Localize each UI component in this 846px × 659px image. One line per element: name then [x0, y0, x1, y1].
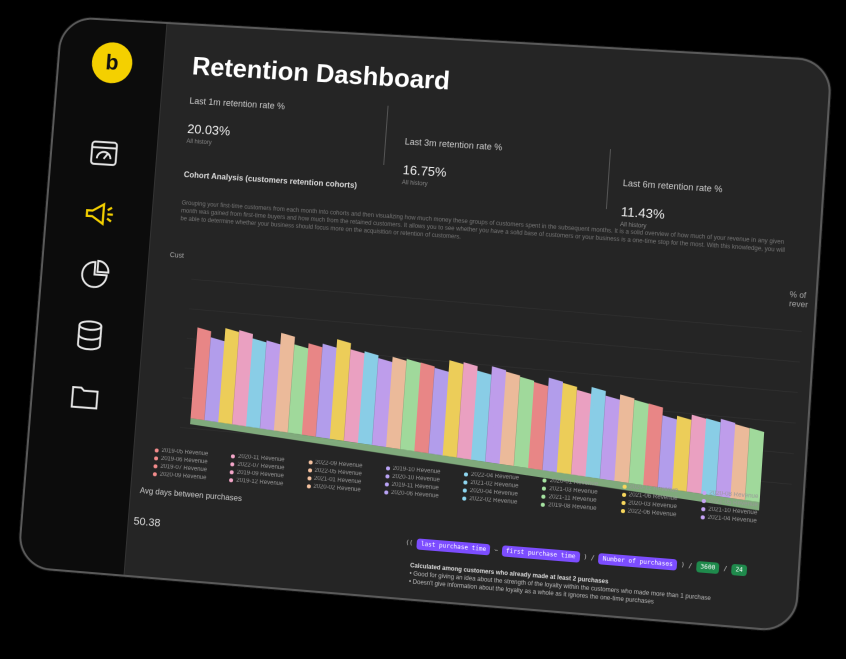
kpi-card-1m: Last 1m retention rate % 20.03% All hist…: [186, 96, 385, 157]
tablet-device-frame: b Retention Dashboard Last 1m retention …: [17, 16, 833, 633]
legend-label: 2019-08 Revenue: [548, 502, 597, 512]
legend-label: 2022-02 Revenue: [469, 496, 517, 506]
legend-label: 2020-09 Revenue: [159, 472, 206, 482]
legend-dot-icon: [307, 476, 311, 480]
kpi-card-3m: Last 3m retention rate % 16.75% All hist…: [402, 137, 605, 199]
legend-dot-icon: [542, 486, 546, 490]
legend-dot-icon: [306, 484, 310, 488]
kpi-label: Last 1m retention rate %: [189, 96, 385, 118]
legend-dot-icon: [230, 462, 234, 466]
legend-label: 2020-06 Revenue: [391, 490, 439, 500]
legend-dot-icon: [153, 464, 157, 468]
kpi-label: Last 3m retention rate %: [404, 137, 605, 159]
legend-label: 2019-12 Revenue: [236, 478, 283, 488]
legend-dot-icon: [230, 470, 234, 474]
legend-dot-icon: [702, 491, 706, 495]
app-logo[interactable]: b: [90, 41, 134, 84]
legend-dot-icon: [620, 509, 624, 513]
main-content: Retention Dashboard Last 1m retention ra…: [126, 24, 831, 631]
formula-paren: ((: [405, 540, 413, 548]
legend-dot-icon: [541, 495, 545, 499]
logo-glyph: b: [105, 50, 120, 76]
legend-dot-icon: [621, 493, 625, 497]
legend-dot-icon: [541, 503, 545, 507]
formula-operator: /: [723, 565, 727, 572]
legend-dot-icon: [155, 448, 159, 452]
formula-chip-last-purchase[interactable]: last purchase time: [417, 538, 491, 555]
kpi-label: Last 6m retention rate %: [623, 178, 828, 201]
avg-days-value: 50.38: [133, 516, 161, 530]
formula-operator: ) /: [681, 562, 693, 570]
formula-operator: ) /: [583, 554, 595, 562]
customers-axis-label: Cust: [170, 252, 185, 260]
legend-dot-icon: [701, 499, 705, 503]
legend-dot-icon: [700, 515, 704, 519]
legend-dot-icon: [462, 496, 466, 500]
legend-dot-icon: [154, 456, 158, 460]
legend-dot-icon: [307, 468, 311, 472]
legend-dot-icon: [543, 478, 547, 482]
dashboard-icon[interactable]: [85, 135, 122, 172]
legend-dot-icon: [701, 507, 705, 511]
legend-label: 2022-06 Revenue: [627, 508, 676, 518]
grid-line: [191, 279, 803, 331]
avg-days-label: Avg days between purchases: [140, 486, 243, 503]
formula-chip-3600[interactable]: 3600: [696, 561, 720, 574]
legend-label: 2020-02 Revenue: [313, 484, 361, 494]
page-title: Retention Dashboard: [191, 51, 451, 97]
legend-dot-icon: [308, 460, 312, 464]
legend-label: 2021-04 Revenue: [707, 515, 757, 525]
formula-operator: –: [494, 547, 498, 554]
database-icon[interactable]: [71, 316, 109, 354]
legend-dot-icon: [386, 466, 390, 470]
folder-icon[interactable]: [66, 377, 104, 415]
pie-chart-icon[interactable]: [76, 256, 113, 294]
legend-dot-icon: [463, 488, 467, 492]
formula-chip-number-purchases[interactable]: Number of purchases: [598, 553, 677, 571]
legend-dot-icon: [621, 501, 625, 505]
divider: [606, 149, 611, 209]
legend-dot-icon: [384, 490, 388, 494]
formula-chip-first-purchase[interactable]: first purchase time: [502, 545, 580, 562]
formula-chip-24[interactable]: 24: [731, 564, 747, 577]
legend-dot-icon: [464, 472, 468, 476]
megaphone-icon[interactable]: [81, 195, 118, 232]
legend-dot-icon: [153, 472, 157, 476]
legend-dot-icon: [385, 474, 389, 478]
legend-dot-icon: [622, 485, 626, 489]
cohort-title: Cohort Analysis (customers retention coh…: [184, 170, 358, 190]
legend-dot-icon: [231, 454, 235, 458]
legend-dot-icon: [463, 480, 467, 484]
legend-dot-icon: [229, 478, 233, 482]
legend-dot-icon: [384, 482, 388, 486]
